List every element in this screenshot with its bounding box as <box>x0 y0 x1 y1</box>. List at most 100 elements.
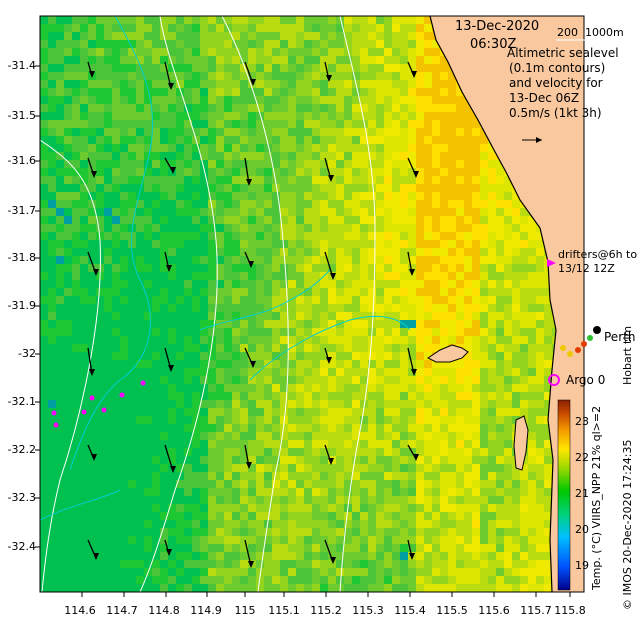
sst-cell <box>304 312 312 320</box>
sst-cell <box>480 208 488 216</box>
sst-cell <box>384 104 392 112</box>
sst-cell <box>168 480 176 488</box>
sst-cell <box>208 304 216 312</box>
sst-cell <box>528 296 536 304</box>
sst-cell <box>48 456 56 464</box>
sst-cell <box>216 296 224 304</box>
sst-cell <box>216 552 224 560</box>
sst-cell <box>272 472 280 480</box>
sst-cell <box>88 64 96 72</box>
sst-cell <box>168 144 176 152</box>
sst-cell <box>88 456 96 464</box>
sst-cell <box>56 560 64 568</box>
sst-cell <box>544 464 552 472</box>
sst-cell <box>392 152 400 160</box>
river-markers <box>560 335 593 357</box>
sst-cell <box>128 272 136 280</box>
sst-cell <box>56 200 64 208</box>
sst-cell <box>288 264 296 272</box>
sst-cell <box>440 400 448 408</box>
sst-cell <box>360 368 368 376</box>
sst-cell <box>320 344 328 352</box>
sst-cell <box>168 272 176 280</box>
sst-cell <box>536 424 544 432</box>
sst-cell <box>240 96 248 104</box>
sst-cell <box>280 96 288 104</box>
sst-cell <box>288 432 296 440</box>
sst-cell <box>88 40 96 48</box>
sst-cell <box>488 544 496 552</box>
sst-cell <box>208 112 216 120</box>
sst-cell <box>224 32 232 40</box>
sst-cell <box>424 472 432 480</box>
sst-cell <box>432 536 440 544</box>
sst-cell <box>336 400 344 408</box>
sst-cell <box>352 520 360 528</box>
sst-cell <box>200 280 208 288</box>
sst-cell <box>480 400 488 408</box>
sst-cell <box>128 104 136 112</box>
sst-cell <box>248 400 256 408</box>
sst-cell <box>176 360 184 368</box>
sst-cell <box>472 456 480 464</box>
sst-cell <box>176 168 184 176</box>
sst-cell <box>208 424 216 432</box>
sst-cell <box>40 40 48 48</box>
sst-cell <box>184 488 192 496</box>
sst-cell <box>248 232 256 240</box>
sst-cell <box>312 80 320 88</box>
sst-cell <box>336 184 344 192</box>
sst-cell <box>272 192 280 200</box>
sst-cell <box>384 16 392 24</box>
sst-cell <box>312 192 320 200</box>
sst-cell <box>168 576 176 584</box>
sst-cell <box>80 120 88 128</box>
sst-cell <box>48 120 56 128</box>
sst-cell <box>40 88 48 96</box>
sst-cell <box>40 24 48 32</box>
sst-cell <box>120 288 128 296</box>
sst-cell <box>160 232 168 240</box>
sst-cell <box>96 496 104 504</box>
sst-cell <box>40 560 48 568</box>
sst-cell <box>264 400 272 408</box>
sst-cell <box>64 368 72 376</box>
sst-cell <box>536 488 544 496</box>
sst-cell <box>368 264 376 272</box>
sst-cell <box>280 40 288 48</box>
sst-cell <box>152 480 160 488</box>
sst-cell <box>408 112 416 120</box>
sst-cell <box>280 296 288 304</box>
sst-cell <box>344 512 352 520</box>
sst-cell <box>208 120 216 128</box>
sst-cell <box>56 384 64 392</box>
argo-marker <box>548 374 560 386</box>
sst-cell <box>344 144 352 152</box>
sst-cell <box>144 552 152 560</box>
sst-cell <box>464 568 472 576</box>
sst-cell <box>136 176 144 184</box>
sst-cell <box>248 256 256 264</box>
sst-cell <box>128 168 136 176</box>
sst-cell <box>320 64 328 72</box>
sst-cell <box>264 352 272 360</box>
sst-cell <box>144 424 152 432</box>
sst-cell <box>400 80 408 88</box>
sst-cell <box>40 168 48 176</box>
sst-cell <box>280 112 288 120</box>
sst-cell <box>72 104 80 112</box>
drifter-point <box>101 407 107 413</box>
sst-cell <box>240 496 248 504</box>
sst-cell <box>184 328 192 336</box>
sst-cell <box>112 208 120 216</box>
sst-cell <box>472 416 480 424</box>
sst-cell <box>416 472 424 480</box>
sst-cell <box>424 344 432 352</box>
sst-cell <box>48 72 56 80</box>
sst-cell <box>224 424 232 432</box>
sst-cell <box>424 64 432 72</box>
sst-cell <box>64 216 72 224</box>
sst-cell <box>120 120 128 128</box>
velocity-arrow <box>324 347 332 364</box>
sst-cell <box>264 408 272 416</box>
